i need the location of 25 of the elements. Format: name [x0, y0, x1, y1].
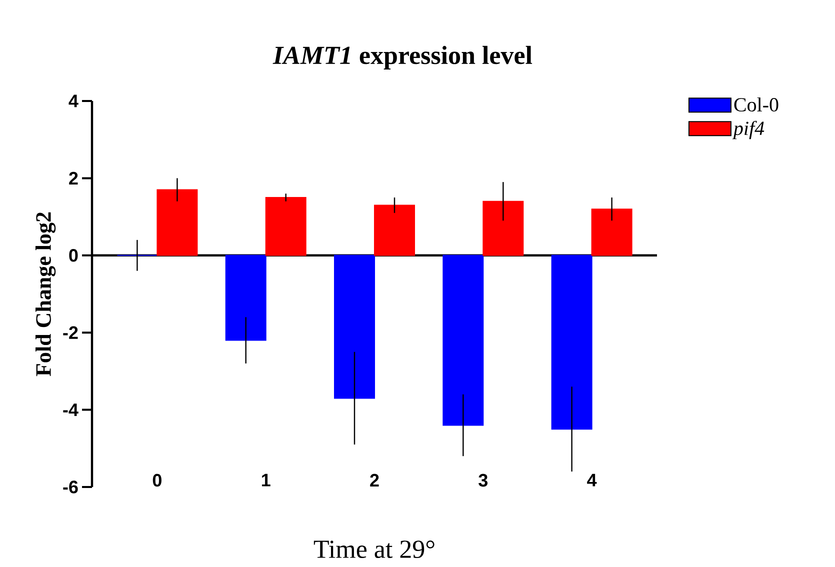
- chart-title: IAMT1 expression level: [272, 46, 532, 70]
- x-tick-label: 0: [152, 474, 162, 487]
- x-tick-label: 4: [587, 474, 597, 486]
- bar: [374, 204, 415, 256]
- y-axis-title: Fold Change log2: [35, 212, 56, 376]
- y-tick-label: -2: [63, 326, 78, 339]
- bar: [442, 254, 484, 426]
- bar: [156, 189, 198, 256]
- bar: [482, 200, 524, 256]
- y-tick-label: 4: [68, 94, 78, 108]
- legend-label: pif4: [732, 120, 764, 140]
- bar: [225, 254, 266, 341]
- bar: [334, 254, 375, 399]
- bar: [265, 196, 306, 256]
- y-tick-label: -4: [63, 404, 78, 416]
- x-tick-label: 3: [478, 474, 488, 487]
- y-tick-label: -6: [63, 480, 78, 494]
- y-tick-label: 2: [69, 172, 78, 184]
- x-axis-title: Time at 29°: [314, 540, 434, 558]
- bar: [591, 208, 632, 256]
- legend-label: Col-0: [734, 97, 778, 112]
- x-tick-label: 2: [370, 474, 379, 486]
- y-tick-label: 0: [69, 249, 78, 262]
- x-tick-label: 1: [262, 474, 270, 486]
- bar: [551, 254, 592, 430]
